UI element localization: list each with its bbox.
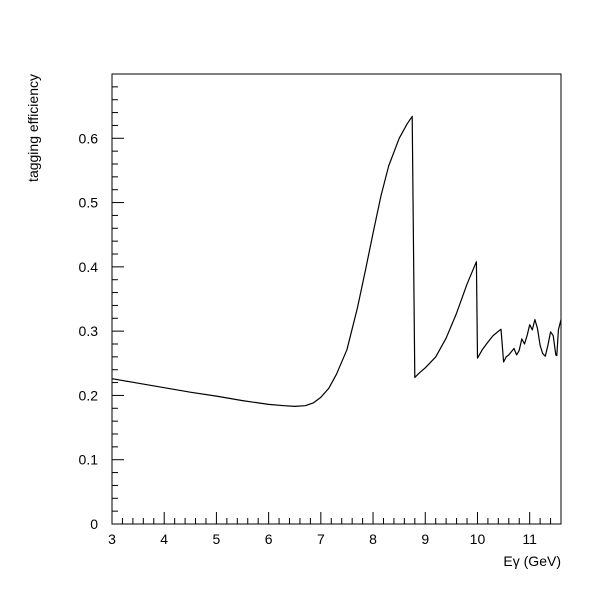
y-tick-label: 0.6 xyxy=(79,130,99,146)
x-tick-label: 10 xyxy=(470,531,486,547)
x-tick-label: 4 xyxy=(160,531,168,547)
y-tick-label: 0.1 xyxy=(79,452,99,468)
plot-frame xyxy=(111,73,562,525)
y-tick-label: 0.3 xyxy=(79,323,99,339)
x-tick-label: 5 xyxy=(213,531,221,547)
axis-ticks xyxy=(111,73,562,525)
x-tick-labels: 3 4 5 6 7 8 9 10 11 xyxy=(108,531,537,547)
y-tick-label: 0.5 xyxy=(79,195,99,211)
y-axis-title: tagging efficiency xyxy=(25,74,41,182)
y-tick-labels: 0 0.1 0.2 0.3 0.4 0.5 0.6 xyxy=(79,130,99,532)
x-tick-label: 7 xyxy=(317,531,325,547)
x-tick-label: 8 xyxy=(369,531,377,547)
x-tick-label: 3 xyxy=(108,531,116,547)
y-tick-label: 0 xyxy=(90,516,98,532)
x-tick-label: 6 xyxy=(265,531,273,547)
x-tick-label: 11 xyxy=(522,531,537,547)
y-tick-label: 0.2 xyxy=(79,387,99,403)
y-tick-label: 0.4 xyxy=(79,259,99,275)
series-line xyxy=(111,115,562,407)
x-tick-label: 9 xyxy=(421,531,429,547)
x-axis-title: Eγ (GeV) xyxy=(503,553,561,569)
